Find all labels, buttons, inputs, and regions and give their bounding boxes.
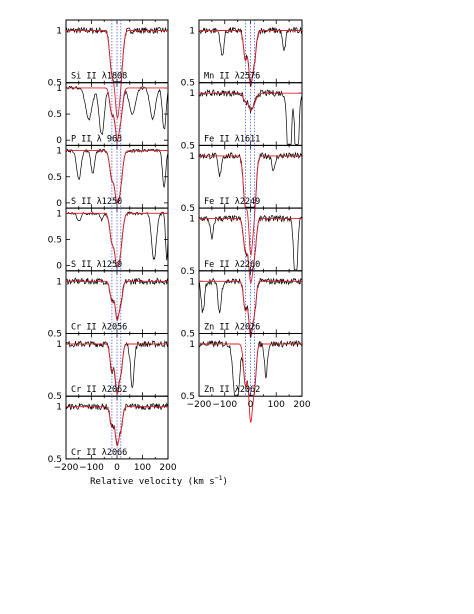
x-tick-label: 200: [159, 463, 176, 473]
y-tick-label: 1: [56, 209, 62, 219]
y-tick-label: 0: [56, 262, 62, 272]
model-fit: [199, 218, 302, 284]
panel-8: 0.5 1 Mn II λ2576: [181, 19, 303, 89]
model-fit: [199, 92, 302, 112]
ion-label: Cr II λ2066: [71, 448, 127, 458]
y-tick-label: 0.5: [181, 141, 195, 151]
ion-label: Zn II λ2026: [204, 323, 260, 333]
panel-5: 0.5 1 Cr II λ2056: [48, 270, 169, 340]
y-tick-label: 0.5: [181, 204, 195, 214]
y-tick-label: 0.5: [48, 173, 62, 183]
model-fit: [66, 212, 168, 267]
y-tick-label: 0: [56, 199, 62, 209]
y-tick-label: 1: [56, 84, 62, 94]
y-tick-label: 0.5: [48, 79, 62, 89]
x-axis-title: Relative velocity (km s−1): [90, 474, 228, 487]
y-tick-label: 1: [189, 89, 195, 99]
model-fit: [199, 343, 302, 423]
x-tick-label: −100: [212, 400, 237, 410]
x-tick-label: 100: [134, 463, 151, 473]
y-tick-label: 1: [189, 215, 195, 225]
model-fit: [66, 150, 168, 204]
model-fit: [66, 406, 168, 447]
panel-2: 00.51P II λ 963: [48, 82, 169, 146]
ion-label: Fe II λ1611: [204, 134, 260, 144]
x-tick-label: 100: [268, 400, 285, 410]
x-tick-label: 0: [114, 463, 120, 473]
x-tick-label: −200: [187, 400, 212, 410]
ion-label: Fe II λ2260: [204, 260, 260, 270]
ion-label: Zn II λ2062: [204, 385, 260, 395]
model-fit: [66, 87, 168, 141]
y-tick-label: 0: [56, 136, 62, 146]
ion-label: Cr II λ2056: [71, 323, 127, 333]
y-tick-label: 0.5: [48, 235, 62, 245]
ion-label: Fe II λ2249: [204, 197, 260, 207]
y-tick-label: 1: [56, 340, 62, 350]
y-tick-label: 0.5: [181, 79, 195, 89]
observed-spectrum: [198, 277, 303, 333]
observed-spectrum: [198, 26, 303, 83]
ion-label: P II λ 963: [71, 134, 122, 144]
x-tick-label: −200: [54, 463, 79, 473]
x-tick-label: 0: [248, 400, 254, 410]
ion-label: S II λ1259: [71, 260, 122, 270]
x-tick-label: 200: [293, 400, 310, 410]
ion-label: Si II λ1808: [71, 72, 127, 82]
y-tick-label: 1: [189, 340, 195, 350]
ion-label: Mn II λ2576: [204, 72, 260, 82]
y-tick-label: 1: [56, 277, 62, 287]
y-tick-label: 0.5: [48, 110, 62, 120]
y-tick-label: 0.5: [181, 267, 195, 277]
y-tick-label: 1: [56, 403, 62, 413]
y-tick-label: 0.5: [48, 330, 62, 340]
ion-label: Cr II λ2062: [71, 385, 127, 395]
panel-4: 0 0.5 1 S II λ1259: [48, 207, 169, 272]
y-tick-label: 1: [56, 26, 62, 36]
ion-label: S II λ1250: [71, 197, 122, 207]
observed-spectrum: [65, 340, 169, 392]
y-tick-label: 1: [189, 277, 195, 287]
model-fit: [66, 280, 168, 321]
y-tick-label: 1: [189, 26, 195, 36]
y-tick-label: 1: [189, 152, 195, 162]
x-tick-label: −100: [79, 463, 104, 473]
model-fit: [66, 343, 168, 395]
observed-spectrum: [65, 26, 169, 83]
y-tick-label: 0.5: [48, 392, 62, 402]
observed-spectrum: [65, 85, 169, 142]
panel-3: 0 0.5 1 S II λ1250: [48, 144, 169, 209]
y-tick-label: 0.5: [181, 330, 195, 340]
y-tick-label: 0.5: [48, 455, 62, 465]
y-tick-label: 0.5: [181, 392, 195, 402]
bottom-axis-labels: −200 −100 0 100 200−200 −100 0 100 200: [54, 400, 311, 473]
y-tick-label: 1: [56, 147, 62, 157]
